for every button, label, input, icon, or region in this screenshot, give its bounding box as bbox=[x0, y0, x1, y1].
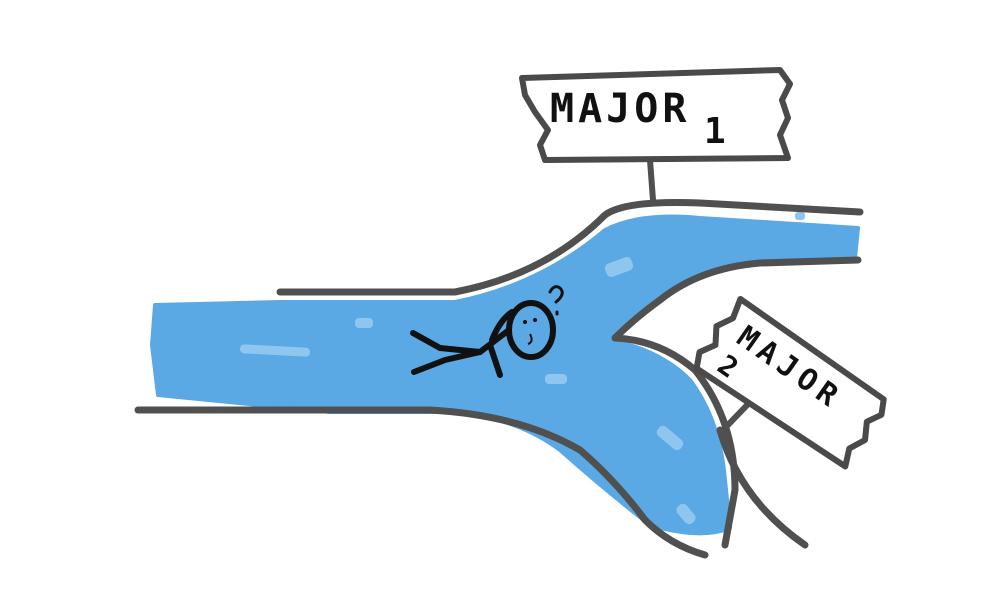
river bbox=[150, 214, 860, 536]
river-ripples bbox=[239, 212, 805, 525]
stick-figure-floating bbox=[410, 285, 564, 378]
sign-major-1: MAJOR 1 bbox=[519, 67, 793, 203]
sign-major-1-number: 1 bbox=[704, 111, 726, 152]
stick-figure-face bbox=[523, 318, 537, 345]
stick-figure-arm-lower bbox=[487, 342, 503, 378]
confusion-mark bbox=[548, 285, 564, 316]
river-bank-bottom bbox=[134, 406, 709, 559]
stick-figure-leg-lower bbox=[411, 349, 483, 375]
sign-board-major-2 bbox=[693, 295, 887, 470]
stick-figure-head bbox=[506, 300, 556, 360]
sign-post-major-1 bbox=[647, 157, 656, 203]
stick-figure-arm bbox=[489, 309, 515, 343]
river-bank-middle-wedge bbox=[611, 256, 862, 549]
river-bank-top-left bbox=[276, 199, 864, 296]
sign-major-1-word: MAJOR bbox=[550, 86, 690, 132]
stick-figure-leg-upper bbox=[410, 330, 483, 355]
sign-board-major-1 bbox=[519, 67, 793, 163]
river-bank-right-lower bbox=[716, 426, 809, 549]
